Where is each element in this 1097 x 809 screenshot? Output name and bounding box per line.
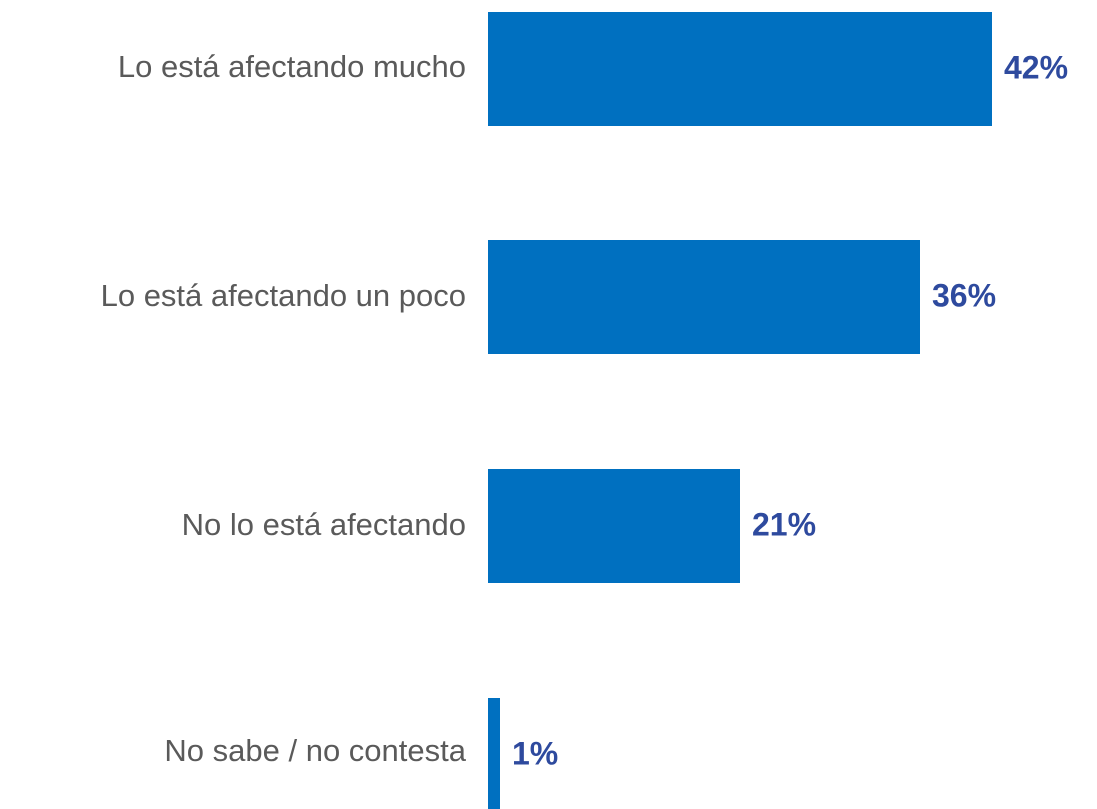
bar <box>488 469 740 583</box>
category-label: No lo está afectando <box>182 507 466 542</box>
bar <box>488 240 920 354</box>
bars <box>488 12 992 809</box>
category-labels: Lo está afectando mucho Lo está afectand… <box>101 49 467 768</box>
value-label: 42% <box>1004 49 1068 85</box>
value-label: 21% <box>752 506 816 542</box>
value-labels: 42% 36% 21% 1% <box>512 49 1068 771</box>
category-label: Lo está afectando mucho <box>118 49 466 84</box>
value-label: 36% <box>932 277 996 313</box>
bar <box>488 698 500 809</box>
bar <box>488 12 992 126</box>
category-label: Lo está afectando un poco <box>101 278 466 313</box>
category-label: No sabe / no contesta <box>164 733 466 768</box>
value-label: 1% <box>512 735 558 771</box>
